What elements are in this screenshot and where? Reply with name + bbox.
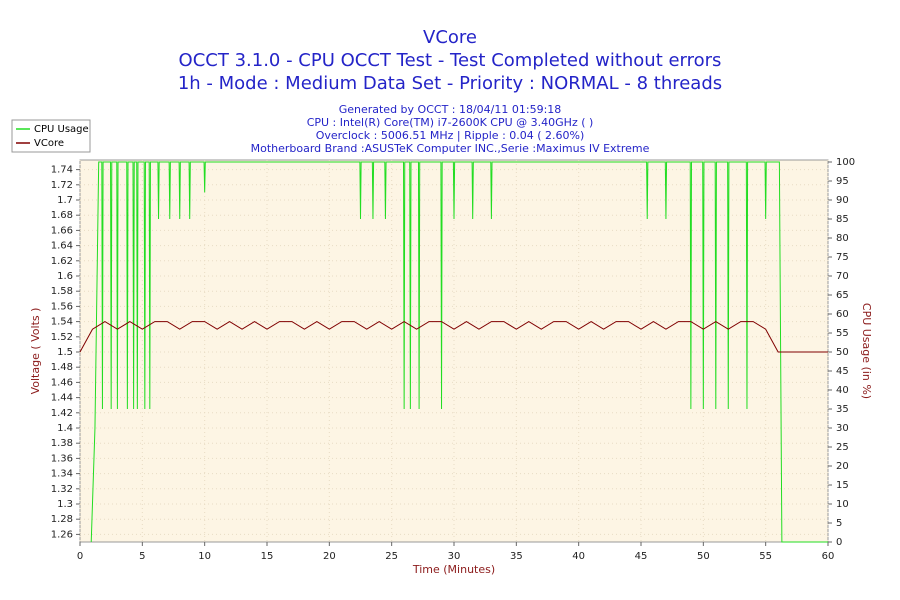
y-tick-label: 1.72 [51, 180, 73, 191]
y2-tick-label: 85 [836, 214, 849, 225]
y2-tick-label: 30 [836, 423, 849, 434]
x-tick-label: 15 [261, 551, 274, 562]
y-tick-label: 1.56 [51, 301, 73, 312]
y2-tick-label: 80 [836, 233, 849, 244]
x-tick-label: 20 [323, 551, 336, 562]
subtitle: CPU : Intel(R) Core(TM) i7-2600K CPU @ 3… [307, 116, 594, 129]
y-tick-label: 1.36 [51, 453, 73, 464]
y-tick-label: 1.54 [51, 317, 73, 328]
x-tick-label: 60 [822, 551, 835, 562]
x-tick-label: 50 [697, 551, 710, 562]
y2-tick-label: 25 [836, 442, 849, 453]
y2-tick-label: 50 [836, 347, 849, 358]
x-axis-label: Time (Minutes) [412, 563, 495, 576]
y-tick-label: 1.34 [51, 469, 73, 480]
series-line [90, 161, 828, 543]
y-axis-label: Voltage ( Volts ) [29, 308, 42, 395]
y-tick-label: 1.58 [51, 286, 73, 297]
x-tick-label: 25 [385, 551, 398, 562]
x-tick-label: 5 [139, 551, 145, 562]
y-tick-label: 1.46 [51, 377, 73, 388]
y2-tick-label: 0 [836, 537, 842, 548]
y2-tick-label: 5 [836, 518, 842, 529]
x-tick-label: 40 [572, 551, 585, 562]
y2-tick-label: 55 [836, 328, 849, 339]
legend-label: VCore [34, 138, 64, 149]
chart-title: VCore [423, 27, 477, 48]
y2-tick-label: 45 [836, 366, 849, 377]
y-tick-label: 1.42 [51, 408, 73, 419]
y2-tick-label: 10 [836, 499, 849, 510]
x-tick-label: 45 [635, 551, 648, 562]
y2-tick-label: 75 [836, 252, 849, 263]
y2-tick-label: 65 [836, 290, 849, 301]
y2-tick-label: 20 [836, 461, 849, 472]
y2-tick-label: 90 [836, 195, 849, 206]
y2-tick-label: 40 [836, 385, 849, 396]
y-tick-label: 1.7 [57, 195, 73, 206]
y-tick-label: 1.4 [57, 423, 73, 434]
y-tick-label: 1.3 [57, 499, 73, 510]
subtitle: Motherboard Brand :ASUSTeK Computer INC.… [251, 142, 650, 155]
y-tick-label: 1.26 [51, 529, 73, 540]
y-tick-label: 1.68 [51, 210, 73, 221]
y-tick-label: 1.62 [51, 256, 73, 267]
y-tick-label: 1.28 [51, 514, 73, 525]
y-tick-label: 1.32 [51, 484, 73, 495]
y2-tick-label: 95 [836, 176, 849, 187]
y-tick-label: 1.44 [51, 393, 73, 404]
x-tick-label: 30 [448, 551, 461, 562]
y-tick-label: 1.48 [51, 362, 73, 373]
y2-axis-label: CPU Usage (in %) [860, 303, 873, 399]
y-tick-label: 1.38 [51, 438, 73, 449]
y2-tick-label: 15 [836, 480, 849, 491]
x-tick-label: 35 [510, 551, 523, 562]
y2-tick-label: 60 [836, 309, 849, 320]
subtitle: Overclock : 5006.51 MHz | Ripple : 0.04 … [316, 129, 585, 142]
x-tick-label: 10 [198, 551, 211, 562]
series-line [79, 321, 828, 353]
y-tick-label: 1.74 [51, 165, 73, 176]
y-tick-label: 1.64 [51, 241, 73, 252]
y2-tick-label: 70 [836, 271, 849, 282]
chart-title: OCCT 3.1.0 - CPU OCCT Test - Test Comple… [179, 50, 722, 71]
subtitle: Generated by OCCT : 18/04/11 01:59:18 [339, 103, 562, 116]
y2-tick-label: 35 [836, 404, 849, 415]
y-tick-label: 1.6 [57, 271, 73, 282]
y-tick-label: 1.66 [51, 225, 73, 236]
y2-tick-label: 100 [836, 157, 855, 168]
x-tick-label: 55 [759, 551, 772, 562]
legend-label: CPU Usage [34, 124, 89, 135]
y-tick-label: 1.5 [57, 347, 73, 358]
chart-title: 1h - Mode : Medium Data Set - Priority :… [178, 73, 722, 94]
y-tick-label: 1.52 [51, 332, 73, 343]
legend [11, 119, 91, 153]
x-tick-label: 0 [77, 551, 83, 562]
